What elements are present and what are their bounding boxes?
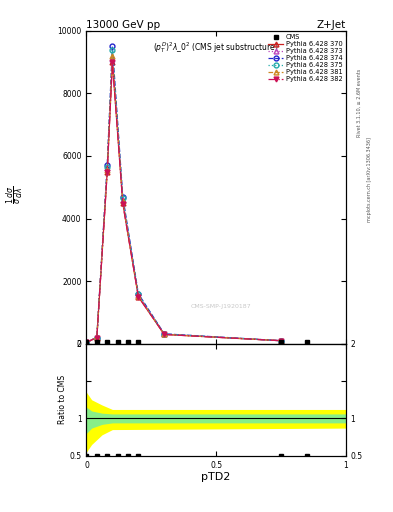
Line: Pythia 6.428 382: Pythia 6.428 382 bbox=[84, 59, 283, 345]
Pythia 6.428 375 bbox=[94, 334, 99, 340]
CMS bbox=[305, 339, 309, 346]
Pythia 6.428 375 bbox=[110, 47, 115, 53]
Line: Pythia 6.428 374: Pythia 6.428 374 bbox=[84, 44, 283, 345]
Pythia 6.428 382 bbox=[110, 59, 115, 65]
Pythia 6.428 370 bbox=[94, 334, 99, 340]
Text: Z+Jet: Z+Jet bbox=[317, 20, 346, 30]
Pythia 6.428 375 bbox=[105, 164, 110, 170]
CMS bbox=[115, 339, 120, 346]
Pythia 6.428 374 bbox=[136, 291, 141, 297]
X-axis label: pTD2: pTD2 bbox=[202, 472, 231, 482]
CMS bbox=[126, 339, 130, 346]
Pythia 6.428 381 bbox=[84, 339, 89, 346]
Pythia 6.428 381 bbox=[136, 293, 141, 299]
Line: Pythia 6.428 370: Pythia 6.428 370 bbox=[84, 59, 283, 345]
Pythia 6.428 381 bbox=[105, 167, 110, 173]
Pythia 6.428 373 bbox=[110, 56, 115, 62]
Pythia 6.428 375 bbox=[84, 339, 89, 346]
Pythia 6.428 373 bbox=[136, 292, 141, 298]
Pythia 6.428 370 bbox=[279, 337, 283, 344]
Pythia 6.428 381 bbox=[94, 334, 99, 340]
Pythia 6.428 373 bbox=[279, 337, 283, 344]
Text: Rivet 3.1.10, ≥ 2.6M events: Rivet 3.1.10, ≥ 2.6M events bbox=[357, 68, 362, 137]
Pythia 6.428 382 bbox=[84, 339, 89, 346]
Pythia 6.428 382 bbox=[94, 334, 99, 340]
Text: CMS-SMP-J1920187: CMS-SMP-J1920187 bbox=[191, 304, 252, 309]
CMS bbox=[84, 339, 89, 346]
Pythia 6.428 382 bbox=[136, 293, 141, 300]
Y-axis label: Ratio to CMS: Ratio to CMS bbox=[58, 375, 67, 424]
Pythia 6.428 370 bbox=[105, 168, 110, 175]
Pythia 6.428 382 bbox=[162, 331, 167, 337]
Pythia 6.428 374 bbox=[105, 162, 110, 168]
Pythia 6.428 375 bbox=[162, 331, 167, 337]
Line: Pythia 6.428 373: Pythia 6.428 373 bbox=[84, 56, 283, 345]
Pythia 6.428 373 bbox=[162, 331, 167, 337]
Line: CMS: CMS bbox=[84, 340, 309, 345]
Pythia 6.428 373 bbox=[120, 197, 125, 203]
Text: 13000 GeV pp: 13000 GeV pp bbox=[86, 20, 161, 30]
Pythia 6.428 375 bbox=[120, 195, 125, 201]
Pythia 6.428 381 bbox=[162, 331, 167, 337]
Pythia 6.428 373 bbox=[84, 339, 89, 346]
Pythia 6.428 375 bbox=[136, 291, 141, 297]
Pythia 6.428 382 bbox=[120, 201, 125, 207]
Line: Pythia 6.428 375: Pythia 6.428 375 bbox=[84, 47, 283, 345]
Pythia 6.428 374 bbox=[120, 194, 125, 200]
Pythia 6.428 370 bbox=[84, 339, 89, 346]
Text: mcplots.cern.ch [arXiv:1306.3436]: mcplots.cern.ch [arXiv:1306.3436] bbox=[367, 137, 372, 222]
Pythia 6.428 374 bbox=[162, 331, 167, 337]
Pythia 6.428 381 bbox=[120, 198, 125, 204]
Text: $(p_T^D)^2\lambda\_0^2$ (CMS jet substructure): $(p_T^D)^2\lambda\_0^2$ (CMS jet substru… bbox=[153, 40, 279, 55]
Pythia 6.428 375 bbox=[279, 337, 283, 344]
Pythia 6.428 382 bbox=[279, 337, 283, 344]
Legend: CMS, Pythia 6.428 370, Pythia 6.428 373, Pythia 6.428 374, Pythia 6.428 375, Pyt: CMS, Pythia 6.428 370, Pythia 6.428 373,… bbox=[267, 33, 344, 83]
Pythia 6.428 373 bbox=[94, 334, 99, 340]
Pythia 6.428 370 bbox=[162, 331, 167, 337]
CMS bbox=[105, 339, 110, 346]
Line: Pythia 6.428 381: Pythia 6.428 381 bbox=[84, 53, 283, 345]
Pythia 6.428 370 bbox=[110, 59, 115, 65]
Pythia 6.428 381 bbox=[279, 337, 283, 344]
Pythia 6.428 370 bbox=[136, 294, 141, 300]
CMS bbox=[94, 339, 99, 346]
Pythia 6.428 374 bbox=[94, 334, 99, 340]
Pythia 6.428 374 bbox=[110, 44, 115, 50]
Pythia 6.428 382 bbox=[105, 169, 110, 175]
Pythia 6.428 370 bbox=[120, 200, 125, 206]
CMS bbox=[136, 339, 141, 346]
CMS bbox=[279, 339, 283, 346]
Pythia 6.428 373 bbox=[105, 165, 110, 172]
Pythia 6.428 381 bbox=[110, 53, 115, 59]
Pythia 6.428 374 bbox=[279, 337, 283, 344]
Pythia 6.428 374 bbox=[84, 339, 89, 346]
Text: $\frac{1}{\sigma}\frac{d\sigma}{d\lambda}$: $\frac{1}{\sigma}\frac{d\sigma}{d\lambda… bbox=[5, 185, 26, 204]
